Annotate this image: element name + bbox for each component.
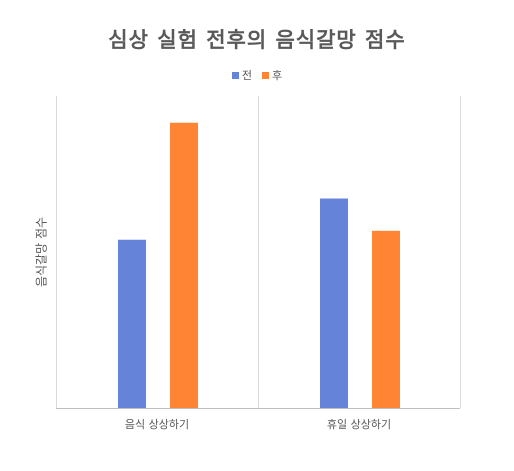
bar-before-1 — [320, 198, 348, 408]
legend-swatch-after — [262, 71, 269, 79]
chart-title: 심상 실험 전후의 음식갈망 점수 — [108, 28, 406, 52]
x-tick-label-1: 휴일 상상하기 — [327, 417, 391, 431]
legend-swatch-before — [231, 71, 239, 79]
legend-item-before: 전 — [231, 67, 252, 83]
bar-after-0 — [170, 122, 198, 408]
legend-label-before: 전 — [241, 69, 252, 82]
chart-legend: 전 후 — [0, 67, 514, 83]
bar-after-1 — [372, 230, 400, 408]
x-tick-label-0: 음식 상상하기 — [125, 417, 189, 431]
bar-before-0 — [118, 239, 146, 408]
legend-item-after: 후 — [262, 67, 282, 83]
legend-label-after: 후 — [272, 69, 283, 82]
